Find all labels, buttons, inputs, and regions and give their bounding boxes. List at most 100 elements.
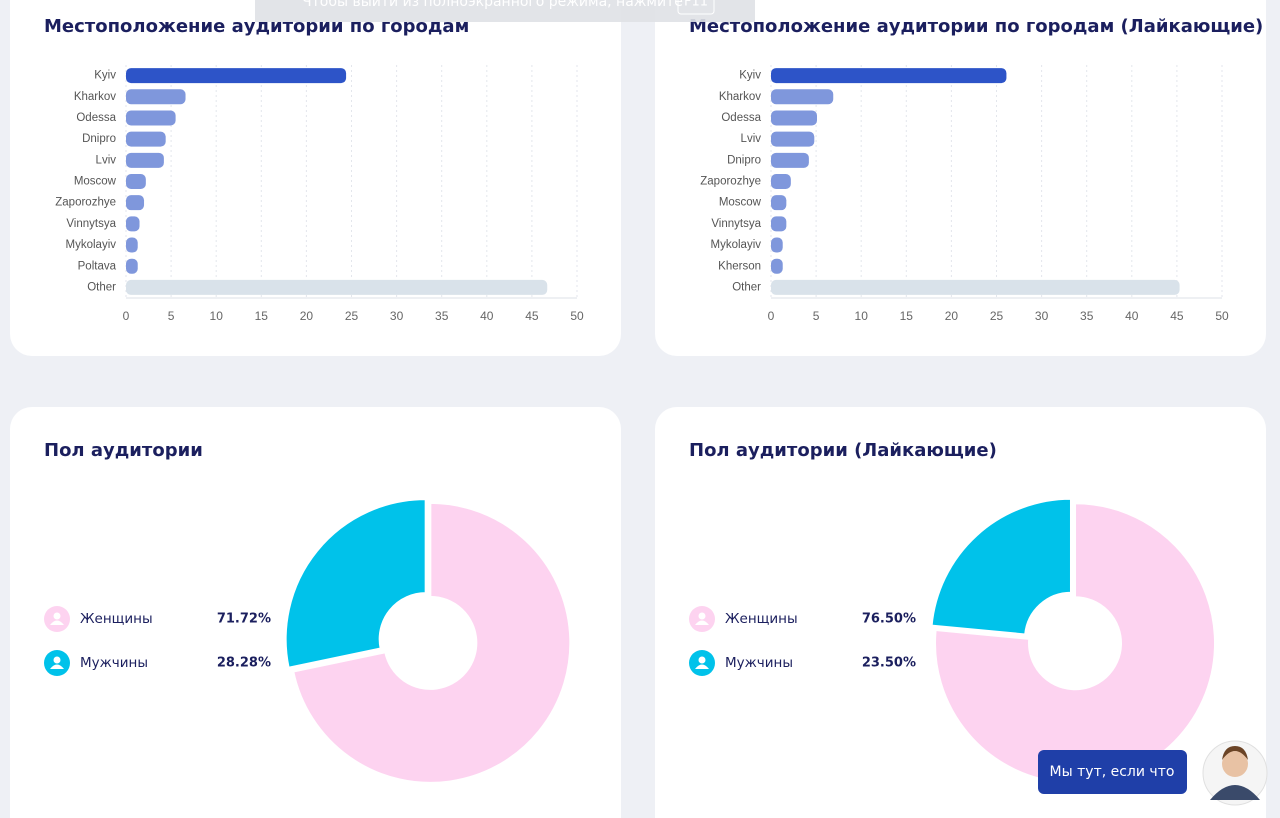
category-label: Kyiv [94,70,116,82]
bar [771,68,1007,84]
legend-label: Женщины [80,611,153,627]
bar [126,89,186,105]
legend-value: 23.50% [862,656,916,671]
donut-slice [284,498,427,669]
x-tick-label: 20 [300,309,314,323]
category-label: Vinnytsya [66,218,116,230]
category-label: Kharkov [74,91,116,103]
bar [126,152,164,168]
legend-icon-body [695,620,709,625]
category-label: Mykolayiv [711,239,762,251]
x-tick-label: 15 [900,309,914,323]
x-tick-label: 10 [855,309,869,323]
bar [771,216,787,232]
bar [126,279,548,295]
bar [126,131,166,147]
category-label: Moscow [719,197,762,209]
category-label: Odessa [721,112,761,124]
avatar-body [1210,785,1260,800]
category-label: Poltava [78,260,117,272]
legend-icon-head [698,656,706,664]
avatar-hair [1222,746,1248,760]
bar [126,110,176,126]
x-tick-label: 0 [768,309,775,323]
x-tick-label: 20 [945,309,959,323]
bar [126,216,140,232]
legend-value: 28.28% [217,656,271,671]
category-label: Dnipro [82,133,116,145]
donut-slice [934,502,1216,785]
category-label: Lviv [741,133,762,145]
card [10,0,621,356]
bar [126,258,138,274]
bar [771,110,818,126]
legend-icon-head [53,656,61,664]
x-tick-label: 50 [570,309,584,323]
x-tick-label: 10 [210,309,224,323]
notice-key: F11 [684,0,708,10]
chart-title: Местоположение аудитории по городам (Лай… [689,16,1263,37]
bar [771,131,815,147]
category-label: Kharkov [719,91,761,103]
card [655,0,1266,356]
category-label: Other [87,281,116,293]
legend-icon-head [698,612,706,620]
category-label: Moscow [74,176,117,188]
category-label: Odessa [76,112,116,124]
legend-icon-body [50,664,64,669]
bar [771,152,809,168]
x-tick-label: 5 [168,309,175,323]
category-label: Other [732,281,761,293]
category-label: Dnipro [727,154,761,166]
x-tick-label: 0 [123,309,130,323]
x-tick-label: 15 [255,309,269,323]
chat-button-label[interactable]: Мы тут, если что [1050,764,1175,780]
bar [126,174,146,189]
bar [771,89,834,105]
donut-slice [930,497,1072,636]
legend-icon-head [53,612,61,620]
x-tick-label: 30 [390,309,404,323]
legend-label: Мужчины [80,655,148,671]
legend-value: 71.72% [217,612,271,627]
bar [771,279,1180,295]
x-tick-label: 45 [525,309,539,323]
donut-slice [292,501,572,784]
legend-icon-body [695,664,709,669]
bar [771,195,787,211]
bar [771,237,783,253]
bar [126,237,138,253]
x-tick-label: 25 [345,309,359,323]
bar [771,258,783,274]
x-tick-label: 30 [1035,309,1049,323]
legend-value: 76.50% [862,612,916,627]
x-tick-label: 45 [1170,309,1184,323]
x-tick-label: 40 [1125,309,1139,323]
bar [771,174,791,189]
x-tick-label: 5 [813,309,820,323]
avatar-face [1222,751,1248,777]
category-label: Lviv [96,154,117,166]
chat-button[interactable] [1038,750,1187,794]
x-tick-label: 35 [1080,309,1094,323]
legend-icon-body [50,620,64,625]
legend-label: Мужчины [725,655,793,671]
bar [126,68,347,84]
category-label: Zaporozhye [55,197,116,209]
x-tick-label: 25 [990,309,1004,323]
category-label: Mykolayiv [66,239,117,251]
chart-title: Пол аудитории [44,440,203,461]
category-label: Kyiv [739,70,761,82]
category-label: Vinnytsya [711,218,761,230]
x-tick-label: 50 [1215,309,1229,323]
bar [126,195,145,211]
notice-text: Чтобы выйти из полноэкранного режима, на… [302,0,683,10]
key-box [677,0,715,15]
legend-label: Женщины [725,611,798,627]
x-tick-label: 40 [480,309,494,323]
chart-title: Пол аудитории (Лайкающие) [689,440,997,461]
category-label: Kherson [718,260,761,272]
x-tick-label: 35 [435,309,449,323]
